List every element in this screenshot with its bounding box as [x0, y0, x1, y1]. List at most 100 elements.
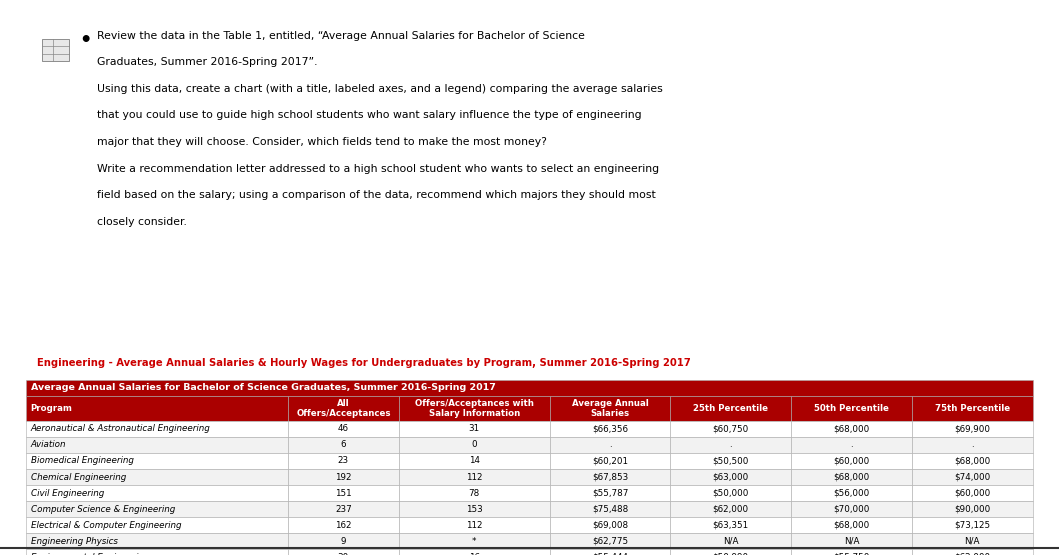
Text: Biomedical Engineering: Biomedical Engineering — [31, 456, 133, 466]
Text: 23: 23 — [338, 456, 349, 466]
Text: 6: 6 — [341, 440, 346, 450]
Text: $55,750: $55,750 — [833, 553, 869, 555]
FancyBboxPatch shape — [288, 501, 398, 517]
FancyBboxPatch shape — [398, 437, 550, 453]
FancyBboxPatch shape — [791, 485, 912, 501]
FancyBboxPatch shape — [288, 453, 398, 469]
Text: $50,500: $50,500 — [713, 456, 749, 466]
FancyBboxPatch shape — [26, 485, 288, 501]
Text: 25th Percentile: 25th Percentile — [694, 403, 768, 413]
Text: that you could use to guide high school students who want salary influence the t: that you could use to guide high school … — [97, 110, 642, 120]
Text: N/A: N/A — [844, 537, 859, 546]
FancyBboxPatch shape — [398, 421, 550, 437]
FancyBboxPatch shape — [670, 549, 791, 555]
Text: 0: 0 — [471, 440, 477, 450]
FancyBboxPatch shape — [26, 501, 288, 517]
FancyBboxPatch shape — [550, 437, 670, 453]
FancyBboxPatch shape — [791, 396, 912, 421]
FancyBboxPatch shape — [791, 533, 912, 549]
FancyBboxPatch shape — [398, 396, 550, 421]
Text: N/A: N/A — [965, 537, 980, 546]
FancyBboxPatch shape — [670, 485, 791, 501]
FancyBboxPatch shape — [26, 469, 288, 485]
FancyBboxPatch shape — [670, 437, 791, 453]
FancyBboxPatch shape — [398, 485, 550, 501]
FancyBboxPatch shape — [912, 517, 1033, 533]
Text: 50th Percentile: 50th Percentile — [814, 403, 889, 413]
FancyBboxPatch shape — [670, 533, 791, 549]
FancyBboxPatch shape — [791, 501, 912, 517]
Text: Write a recommendation letter addressed to a high school student who wants to se: Write a recommendation letter addressed … — [97, 164, 660, 174]
Text: 192: 192 — [335, 472, 352, 482]
Text: 112: 112 — [466, 472, 483, 482]
FancyBboxPatch shape — [791, 517, 912, 533]
FancyBboxPatch shape — [398, 501, 550, 517]
FancyBboxPatch shape — [42, 39, 69, 61]
Text: Chemical Engineering: Chemical Engineering — [31, 472, 126, 482]
Text: $60,000: $60,000 — [833, 456, 869, 466]
Text: 30: 30 — [338, 553, 349, 555]
FancyBboxPatch shape — [288, 437, 398, 453]
FancyBboxPatch shape — [670, 469, 791, 485]
Text: 75th Percentile: 75th Percentile — [935, 403, 1009, 413]
Text: $69,900: $69,900 — [954, 424, 990, 433]
FancyBboxPatch shape — [26, 533, 288, 549]
FancyBboxPatch shape — [288, 549, 398, 555]
Text: $60,750: $60,750 — [713, 424, 749, 433]
Text: 112: 112 — [466, 521, 483, 530]
Text: Graduates, Summer 2016-Spring 2017”.: Graduates, Summer 2016-Spring 2017”. — [97, 57, 318, 67]
FancyBboxPatch shape — [398, 469, 550, 485]
Text: Aeronautical & Astronautical Engineering: Aeronautical & Astronautical Engineering — [31, 424, 211, 433]
Text: $68,000: $68,000 — [833, 424, 869, 433]
Text: Electrical & Computer Engineering: Electrical & Computer Engineering — [31, 521, 181, 530]
FancyBboxPatch shape — [550, 453, 670, 469]
Text: 9: 9 — [341, 537, 346, 546]
Text: $50,990: $50,990 — [713, 553, 749, 555]
FancyBboxPatch shape — [912, 396, 1033, 421]
Text: All
Offers/Acceptances: All Offers/Acceptances — [297, 398, 391, 418]
Text: $62,775: $62,775 — [592, 537, 628, 546]
Text: $68,000: $68,000 — [954, 456, 990, 466]
FancyBboxPatch shape — [26, 453, 288, 469]
FancyBboxPatch shape — [288, 469, 398, 485]
Text: $56,000: $56,000 — [833, 488, 869, 498]
Text: $60,000: $60,000 — [954, 488, 990, 498]
Text: $68,000: $68,000 — [833, 521, 869, 530]
Text: .: . — [850, 440, 852, 450]
Text: Engineering Physics: Engineering Physics — [31, 537, 118, 546]
Text: 14: 14 — [469, 456, 480, 466]
FancyBboxPatch shape — [912, 469, 1033, 485]
Text: $69,008: $69,008 — [592, 521, 628, 530]
FancyBboxPatch shape — [26, 380, 1033, 396]
Text: Average Annual
Salaries: Average Annual Salaries — [572, 398, 648, 418]
FancyBboxPatch shape — [912, 437, 1033, 453]
FancyBboxPatch shape — [398, 517, 550, 533]
Text: 237: 237 — [335, 504, 352, 514]
FancyBboxPatch shape — [912, 549, 1033, 555]
FancyBboxPatch shape — [670, 396, 791, 421]
Text: Computer Science & Engineering: Computer Science & Engineering — [31, 504, 175, 514]
Text: $70,000: $70,000 — [833, 504, 869, 514]
Text: $55,787: $55,787 — [592, 488, 628, 498]
Text: •: • — [79, 31, 92, 49]
FancyBboxPatch shape — [791, 421, 912, 437]
FancyBboxPatch shape — [398, 549, 550, 555]
FancyBboxPatch shape — [670, 453, 791, 469]
Text: *: * — [472, 537, 477, 546]
FancyBboxPatch shape — [912, 421, 1033, 437]
FancyBboxPatch shape — [791, 469, 912, 485]
FancyBboxPatch shape — [791, 437, 912, 453]
FancyBboxPatch shape — [550, 421, 670, 437]
FancyBboxPatch shape — [912, 485, 1033, 501]
Text: $63,351: $63,351 — [713, 521, 749, 530]
Text: $90,000: $90,000 — [954, 504, 990, 514]
Text: .: . — [971, 440, 973, 450]
FancyBboxPatch shape — [550, 485, 670, 501]
FancyBboxPatch shape — [398, 453, 550, 469]
Text: 162: 162 — [335, 521, 352, 530]
FancyBboxPatch shape — [550, 469, 670, 485]
FancyBboxPatch shape — [26, 437, 288, 453]
FancyBboxPatch shape — [670, 501, 791, 517]
Text: $63,000: $63,000 — [713, 472, 749, 482]
Text: Civil Engineering: Civil Engineering — [31, 488, 104, 498]
